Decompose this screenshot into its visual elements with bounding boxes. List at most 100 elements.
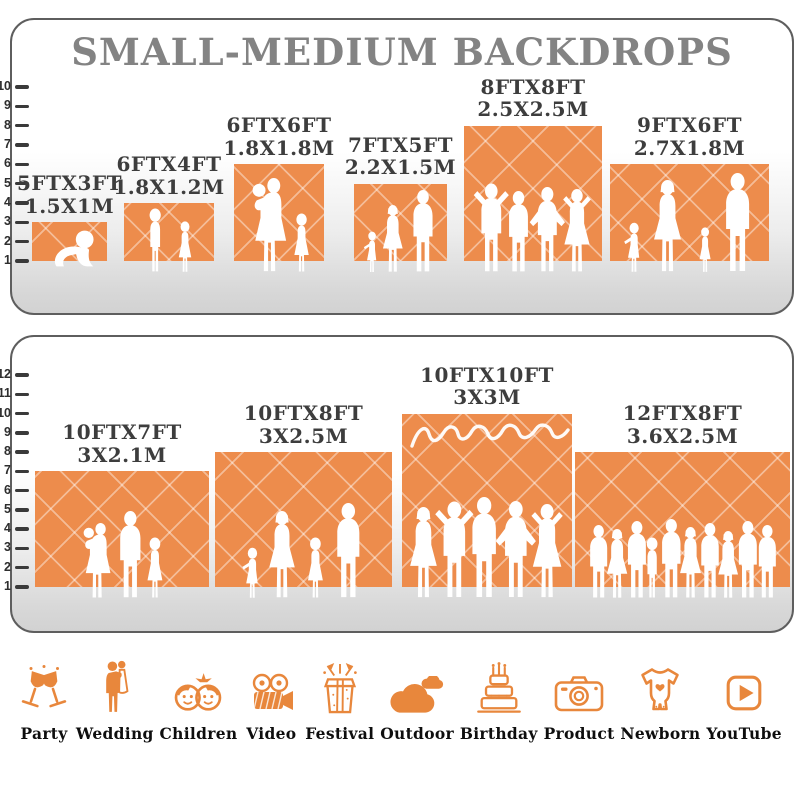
girl-silhouette [307,537,323,598]
woman-silhouette [410,506,437,598]
y-axis-tick-mark [15,239,29,244]
y-axis-tick-label: 2 [4,233,11,248]
people-silhouettes [83,510,163,598]
category-icon-box [474,656,524,716]
girl-silhouette [178,221,192,272]
size-ft-text: 10FTX8FT [243,401,364,426]
category-label: Video [246,724,297,743]
size-ft-text: 10FTX7FT [62,420,182,445]
size-ft-text: 7FTX5FT [347,132,453,157]
boy-silhouette [149,208,161,272]
woman-arms-up-silhouette [563,188,591,272]
y-axis-tick-mark [15,162,29,167]
party-icon [18,664,70,716]
people-silhouettes [252,177,309,272]
girl-silhouette [147,537,163,598]
backdrop-8ftx8ft [464,125,602,272]
category-label: Birthday [459,724,538,743]
woman-holding-child-silhouette [83,522,111,598]
crawling-baby-silhouette [54,230,94,267]
category-label: Wedding [75,724,154,743]
size-m-text: 1.5X1M [24,194,115,219]
size-m-text: 1.8X1.2M [113,174,225,199]
youtube-icon [721,670,767,716]
people-silhouettes [54,230,94,267]
y-axis-tick-label: 8 [4,444,11,459]
man-silhouette [627,520,646,598]
y-axis-tick-mark [15,508,29,512]
y-axis-tick-label: 5 [4,175,11,190]
backdrop-5ftx3ft [32,222,107,267]
category-birthday: Birthday [460,656,538,743]
y-axis-tick-mark [15,181,29,186]
script-squiggle-decoration [410,422,570,448]
woman-silhouette [717,530,738,598]
category-icon-box [721,656,767,716]
people-silhouettes [363,189,433,272]
backdrop-6ftx6ft [234,164,324,272]
backdrop-size-label: 10FTX10FT 3X3M [420,362,554,410]
woman-arms-up-silhouette [531,503,563,598]
y-axis-tick-label: 7 [4,137,11,152]
woman-silhouette [679,526,701,598]
category-label: Newborn [620,724,701,743]
woman-holding-child-silhouette [252,177,287,272]
category-festival: Festival [305,656,374,743]
size-ft-text: 6FTX4FT [116,152,222,176]
category-product: Product [544,656,615,743]
y-axis-tick-label: 3 [4,540,11,555]
woman-silhouette [382,204,403,272]
size-ft-text: 10FTX10FT [420,362,554,387]
backdrop-10ftx10ft [402,413,572,598]
size-m-text: 2.2X1.5M [344,155,457,180]
backdrop-10ftx8ft [215,452,392,598]
category-icon-box [388,656,446,716]
y-axis-tick-mark [15,527,29,531]
people-silhouettes [410,496,563,598]
category-icon-box [18,656,70,716]
y-axis-tick-mark [15,259,29,263]
birthday-icon [474,662,524,716]
man-hands-on-hips-silhouette [529,186,565,272]
y-axis-tick-label: 10 [0,79,11,94]
backdrop-12ftx8ft [575,452,790,598]
man-silhouette [700,522,719,598]
toddler-silhouette [363,231,376,272]
y-axis-tick-mark [15,104,29,109]
y-axis-tick-label: 2 [4,559,11,574]
category-video: Video [243,656,299,743]
outdoor-icon [388,676,446,716]
y-axis-tick-mark [15,450,29,454]
man-arms-up-silhouette [435,501,474,598]
y-axis-tick-mark [15,373,29,377]
category-wedding: Wedding [76,656,154,743]
category-icon-box [96,656,134,716]
y-axis-tick-mark [15,143,29,147]
backdrop-size-label: 7FTX5FT 2.2X1.5M [344,132,457,180]
category-newborn: Newborn [620,656,700,743]
size-ft-text: 9FTX6FT [636,113,742,138]
panel-small-medium: SMALL-MEDIUM BACKDROPS 1 2 3 4 5 6 7 8 9 10 5FTX3F… [0,18,794,315]
toddler-silhouette [241,547,258,598]
size-ft-text: 12FTX8FT [622,401,743,426]
y-axis-tick-mark [15,411,29,416]
category-icon-box [551,656,607,716]
man-arms-up-silhouette [473,183,509,272]
y-axis-tick-mark [15,123,29,128]
size-m-text: 1.8X1.8M [223,136,335,161]
category-label: Festival [305,724,375,743]
size-m-text: 3X3M [453,385,521,410]
man-silhouette [412,189,433,272]
backdrop-size-label: 12FTX8FT 3.6X2.5M [623,402,742,448]
people-silhouettes [241,502,359,598]
backdrop-7ftx5ft [354,183,447,272]
backdrop-6ftx4ft [124,203,214,272]
boy-silhouette [646,537,657,598]
y-axis-tick-mark [15,565,29,570]
man-hands-on-hips-silhouette [495,500,536,598]
category-label: Outdoor [380,724,454,743]
man-silhouette [120,510,141,598]
size-m-text: 3X2.5M [258,423,349,448]
size-m-text: 3.6X2.5M [626,423,739,448]
